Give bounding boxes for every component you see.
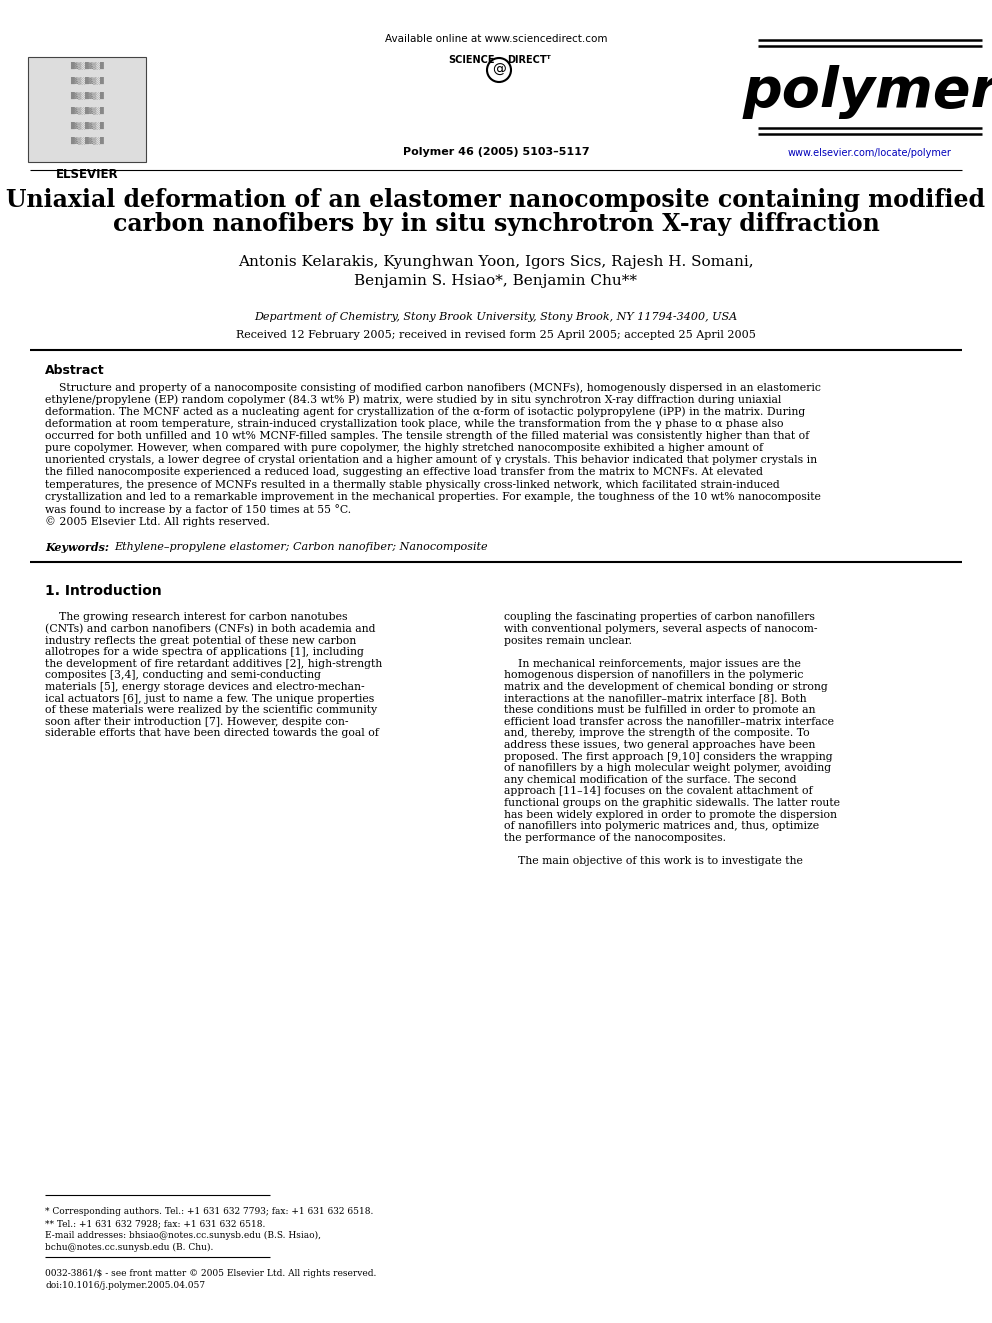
Text: crystallization and led to a remarkable improvement in the mechanical properties: crystallization and led to a remarkable … xyxy=(45,492,820,501)
Text: ** Tel.: +1 631 632 7928; fax: +1 631 632 6518.: ** Tel.: +1 631 632 7928; fax: +1 631 63… xyxy=(45,1218,266,1228)
Text: Polymer 46 (2005) 5103–5117: Polymer 46 (2005) 5103–5117 xyxy=(403,147,589,157)
Text: these conditions must be fulfilled in order to promote an: these conditions must be fulfilled in or… xyxy=(504,705,815,716)
Text: pure copolymer. However, when compared with pure copolymer, the highly stretched: pure copolymer. However, when compared w… xyxy=(45,443,763,452)
Text: ethylene/propylene (EP) random copolymer (84.3 wt% P) matrix, were studied by in: ethylene/propylene (EP) random copolymer… xyxy=(45,394,782,405)
Text: In mechanical reinforcements, major issues are the: In mechanical reinforcements, major issu… xyxy=(504,659,801,669)
Text: The growing research interest for carbon nanotubes: The growing research interest for carbon… xyxy=(45,613,347,622)
Text: █▓▒░█▓▒░█: █▓▒░█▓▒░█ xyxy=(70,77,104,83)
Text: E-mail addresses: bhsiao@notes.cc.sunysb.edu (B.S. Hsiao),: E-mail addresses: bhsiao@notes.cc.sunysb… xyxy=(45,1230,321,1240)
Text: of nanofillers into polymeric matrices and, thus, optimize: of nanofillers into polymeric matrices a… xyxy=(504,822,819,831)
Text: SCIENCE: SCIENCE xyxy=(448,56,494,65)
Text: efficient load transfer across the nanofiller–matrix interface: efficient load transfer across the nanof… xyxy=(504,717,834,726)
Text: 0032-3861/$ - see front matter © 2005 Elsevier Ltd. All rights reserved.: 0032-3861/$ - see front matter © 2005 El… xyxy=(45,1269,376,1278)
Text: █▓▒░█▓▒░█: █▓▒░█▓▒░█ xyxy=(70,106,104,114)
Text: Antonis Kelarakis, Kyunghwan Yoon, Igors Sics, Rajesh H. Somani,: Antonis Kelarakis, Kyunghwan Yoon, Igors… xyxy=(238,255,754,269)
Text: carbon nanofibers by in situ synchrotron X-ray diffraction: carbon nanofibers by in situ synchrotron… xyxy=(113,212,879,235)
Text: Abstract: Abstract xyxy=(45,364,104,377)
Text: homogenous dispersion of nanofillers in the polymeric: homogenous dispersion of nanofillers in … xyxy=(504,671,804,680)
Text: Received 12 February 2005; received in revised form 25 April 2005; accepted 25 A: Received 12 February 2005; received in r… xyxy=(236,329,756,340)
Text: @: @ xyxy=(492,64,506,77)
Text: soon after their introduction [7]. However, despite con-: soon after their introduction [7]. Howev… xyxy=(45,717,348,726)
Text: █▓▒░█▓▒░█: █▓▒░█▓▒░█ xyxy=(70,122,104,128)
Text: siderable efforts that have been directed towards the goal of: siderable efforts that have been directe… xyxy=(45,729,379,738)
Text: █▓▒░█▓▒░█: █▓▒░█▓▒░█ xyxy=(70,61,104,69)
Text: was found to increase by a factor of 150 times at 55 °C.: was found to increase by a factor of 150… xyxy=(45,504,351,515)
Text: functional groups on the graphitic sidewalls. The latter route: functional groups on the graphitic sidew… xyxy=(504,798,840,808)
Text: Ethylene–propylene elastomer; Carbon nanofiber; Nanocomposite: Ethylene–propylene elastomer; Carbon nan… xyxy=(114,542,488,553)
Text: Keywords:: Keywords: xyxy=(45,542,109,553)
Text: has been widely explored in order to promote the dispersion: has been widely explored in order to pro… xyxy=(504,810,837,820)
Text: of nanofillers by a high molecular weight polymer, avoiding: of nanofillers by a high molecular weigh… xyxy=(504,763,831,773)
Text: ELSEVIER: ELSEVIER xyxy=(56,168,118,181)
Text: * Corresponding authors. Tel.: +1 631 632 7793; fax: +1 631 632 6518.: * Corresponding authors. Tel.: +1 631 63… xyxy=(45,1207,373,1216)
Text: the development of fire retardant additives [2], high-strength: the development of fire retardant additi… xyxy=(45,659,382,669)
Text: matrix and the development of chemical bonding or strong: matrix and the development of chemical b… xyxy=(504,681,827,692)
Text: © 2005 Elsevier Ltd. All rights reserved.: © 2005 Elsevier Ltd. All rights reserved… xyxy=(45,516,270,527)
Text: unoriented crystals, a lower degree of crystal orientation and a higher amount o: unoriented crystals, a lower degree of c… xyxy=(45,455,817,466)
Text: the performance of the nanocomposites.: the performance of the nanocomposites. xyxy=(504,832,726,843)
Text: Available online at www.sciencedirect.com: Available online at www.sciencedirect.co… xyxy=(385,34,607,44)
Text: bchu@notes.cc.sunysb.edu (B. Chu).: bchu@notes.cc.sunysb.edu (B. Chu). xyxy=(45,1244,213,1252)
Text: composites [3,4], conducting and semi-conducting: composites [3,4], conducting and semi-co… xyxy=(45,671,321,680)
Text: █▓▒░█▓▒░█: █▓▒░█▓▒░█ xyxy=(70,91,104,99)
Text: doi:10.1016/j.polymer.2005.04.057: doi:10.1016/j.polymer.2005.04.057 xyxy=(45,1281,205,1290)
Text: allotropes for a wide spectra of applications [1], including: allotropes for a wide spectra of applica… xyxy=(45,647,364,658)
Text: The main objective of this work is to investigate the: The main objective of this work is to in… xyxy=(504,856,803,867)
Text: 1. Introduction: 1. Introduction xyxy=(45,585,162,598)
Text: Department of Chemistry, Stony Brook University, Stony Brook, NY 11794-3400, USA: Department of Chemistry, Stony Brook Uni… xyxy=(254,312,738,321)
Text: and, thereby, improve the strength of the composite. To: and, thereby, improve the strength of th… xyxy=(504,729,809,738)
Text: DIRECTᵀ: DIRECTᵀ xyxy=(507,56,551,65)
Text: coupling the fascinating properties of carbon nanofillers: coupling the fascinating properties of c… xyxy=(504,613,814,622)
Text: occurred for both unfilled and 10 wt% MCNF-filled samples. The tensile strength : occurred for both unfilled and 10 wt% MC… xyxy=(45,431,809,441)
Text: █▓▒░█▓▒░█: █▓▒░█▓▒░█ xyxy=(70,136,104,144)
Text: industry reflects the great potential of these new carbon: industry reflects the great potential of… xyxy=(45,635,356,646)
Text: ical actuators [6], just to name a few. The unique properties: ical actuators [6], just to name a few. … xyxy=(45,693,374,704)
Text: (CNTs) and carbon nanofibers (CNFs) in both academia and: (CNTs) and carbon nanofibers (CNFs) in b… xyxy=(45,624,376,634)
Text: polymer: polymer xyxy=(742,65,992,119)
Text: with conventional polymers, several aspects of nanocom-: with conventional polymers, several aspe… xyxy=(504,624,817,634)
Text: interactions at the nanofiller–matrix interface [8]. Both: interactions at the nanofiller–matrix in… xyxy=(504,693,806,704)
Text: deformation. The MCNF acted as a nucleating agent for crystallization of the α-f: deformation. The MCNF acted as a nucleat… xyxy=(45,406,806,417)
Text: deformation at room temperature, strain-induced crystallization took place, whil: deformation at room temperature, strain-… xyxy=(45,418,784,429)
Text: of these materials were realized by the scientific community: of these materials were realized by the … xyxy=(45,705,377,716)
Text: temperatures, the presence of MCNFs resulted in a thermally stable physically cr: temperatures, the presence of MCNFs resu… xyxy=(45,480,780,490)
Text: Uniaxial deformation of an elastomer nanocomposite containing modified: Uniaxial deformation of an elastomer nan… xyxy=(7,188,985,212)
Text: materials [5], energy storage devices and electro-mechan-: materials [5], energy storage devices an… xyxy=(45,681,365,692)
Text: Benjamin S. Hsiao*, Benjamin Chu**: Benjamin S. Hsiao*, Benjamin Chu** xyxy=(354,274,638,288)
Text: proposed. The first approach [9,10] considers the wrapping: proposed. The first approach [9,10] cons… xyxy=(504,751,832,762)
Text: approach [11–14] focuses on the covalent attachment of: approach [11–14] focuses on the covalent… xyxy=(504,786,812,796)
Text: Structure and property of a nanocomposite consisting of modified carbon nanofibe: Structure and property of a nanocomposit… xyxy=(45,382,820,393)
Text: any chemical modification of the surface. The second: any chemical modification of the surface… xyxy=(504,775,797,785)
Text: www.elsevier.com/locate/polymer: www.elsevier.com/locate/polymer xyxy=(788,148,952,157)
Text: address these issues, two general approaches have been: address these issues, two general approa… xyxy=(504,740,815,750)
Text: the filled nanocomposite experienced a reduced load, suggesting an effective loa: the filled nanocomposite experienced a r… xyxy=(45,467,763,478)
Text: posites remain unclear.: posites remain unclear. xyxy=(504,635,632,646)
Bar xyxy=(28,57,146,161)
